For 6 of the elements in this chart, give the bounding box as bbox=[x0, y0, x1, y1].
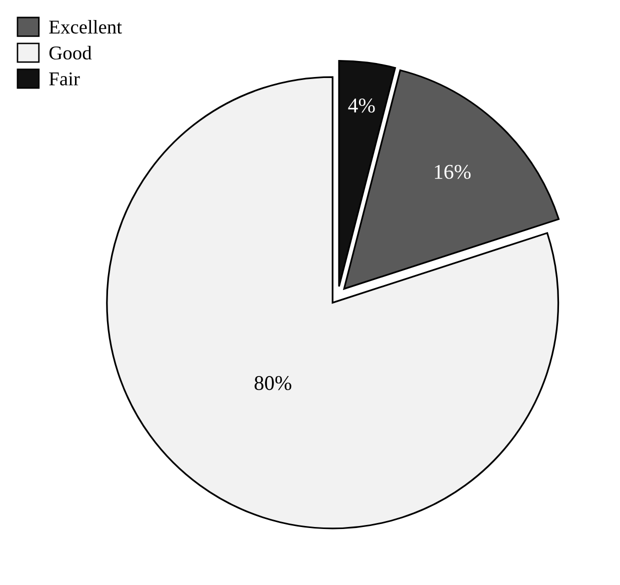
data-label: 16% bbox=[434, 164, 471, 179]
data-label: 4% bbox=[348, 98, 375, 113]
legend-label: Fair bbox=[49, 72, 80, 86]
data-label: 80% bbox=[254, 376, 292, 390]
legend-label: Excellent bbox=[49, 20, 122, 34]
legend-label: Good bbox=[49, 46, 92, 60]
